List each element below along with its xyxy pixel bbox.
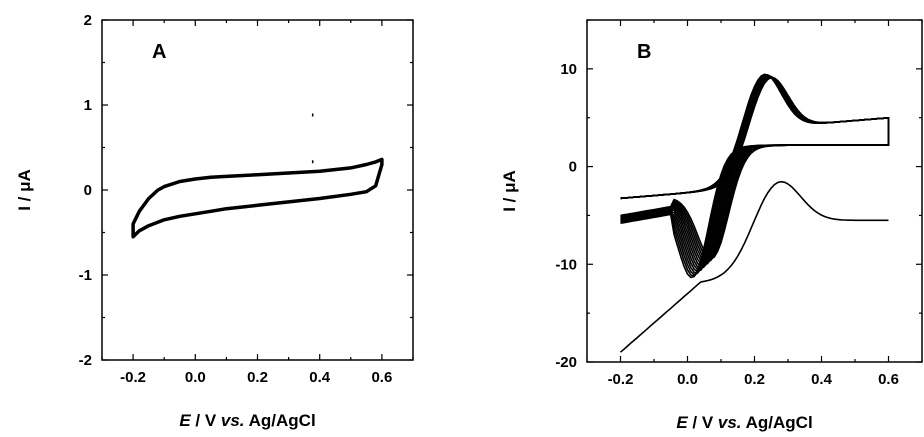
- y-axis-title: I / μA: [500, 170, 519, 212]
- y-tick-label: -20: [555, 354, 577, 371]
- artifact-dot: [311, 160, 314, 164]
- y-tick-label: 10: [560, 61, 577, 78]
- y-tick-label: 0: [569, 159, 577, 176]
- y-tick-label: -10: [555, 256, 577, 273]
- x-tick-label: 0.0: [185, 369, 206, 386]
- y-axis-title: I / μA: [15, 169, 34, 211]
- cv-curve-a: [131, 157, 384, 239]
- x-tick-label: 0.2: [247, 369, 268, 386]
- plot-frame-b: [586, 19, 923, 363]
- first-cycle-curve: [619, 180, 889, 353]
- x-tick-label: 0.4: [309, 369, 331, 386]
- panel-a-chart: -0.2 0.0 0.2 0.4 0.6 -2 -1 0 1 2 A E / V vs. Ag/AgC…: [15, 12, 414, 430]
- x-tick-label: 0.2: [744, 371, 765, 388]
- y-tick-label: -2: [79, 352, 92, 369]
- panel-b-chart: -0.2 0.0 0.2 0.4 0.6 -20 -10 0 10 B E / V vs. Ag/A…: [500, 19, 923, 432]
- x-tick-label: 0.6: [878, 371, 899, 388]
- panel-label-b: B: [637, 41, 651, 63]
- cv-cycle-curve: [620, 76, 890, 263]
- y-tick-label: -1: [79, 267, 92, 284]
- y-tick-label: 1: [84, 97, 92, 114]
- artifact-dot: [311, 113, 314, 117]
- x-tick-label: -0.2: [608, 371, 634, 388]
- y-tick-label: 2: [84, 12, 92, 29]
- x-tick-label: 0.4: [811, 371, 833, 388]
- x-axis-title: E / V vs. Ag/AgCl: [179, 411, 315, 430]
- x-tick-label: 0.6: [371, 369, 392, 386]
- x-tick-label: 0.0: [677, 371, 698, 388]
- x-tick-label: -0.2: [120, 369, 146, 386]
- y-tick-label: 0: [84, 182, 92, 199]
- x-axis-title: E / V vs. Ag/AgCl: [676, 413, 812, 432]
- cv-cycle-curve: [620, 73, 890, 279]
- panel-label-a: A: [152, 41, 166, 63]
